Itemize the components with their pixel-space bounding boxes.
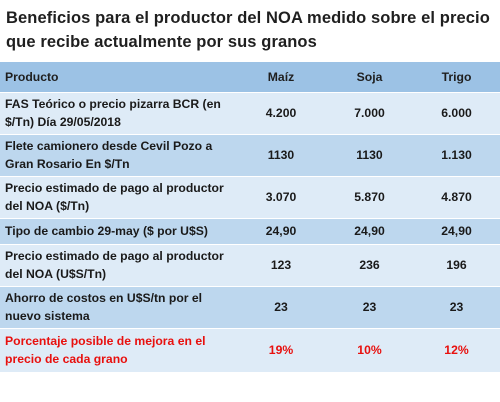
cell-trigo: 196 <box>446 258 467 272</box>
page-title: Beneficios para el productor del NOA med… <box>6 9 490 51</box>
cell-maiz: 24,90 <box>265 224 297 238</box>
benefits-table: Producto Maíz Soja Trigo FAS Teórico o p… <box>0 62 500 372</box>
cell-soja: 24,90 <box>354 224 385 238</box>
table-row: Tipo de cambio 29-may ($ por U$S) 24,90 … <box>0 218 500 244</box>
header-producto: Producto <box>0 62 236 92</box>
row-label: FAS Teórico o precio pizarra BCR (en $/T… <box>5 97 221 129</box>
row-label: Flete camionero desde Cevil Pozo a Gran … <box>5 139 213 171</box>
row-label: Porcentaje posible de mejora en el preci… <box>5 334 206 367</box>
table-row-highlight: Porcentaje posible de mejora en el preci… <box>0 328 500 372</box>
row-label: Precio estimado de pago al productor del… <box>5 249 224 281</box>
header-maiz: Maíz <box>236 62 326 92</box>
cell-soja: 5.870 <box>354 190 385 204</box>
cell-maiz: 1130 <box>267 148 295 162</box>
header-soja: Soja <box>326 62 413 92</box>
row-label: Tipo de cambio 29-may ($ por U$S) <box>5 224 208 238</box>
cell-trigo: 24,90 <box>441 224 472 238</box>
table-row: Precio estimado de pago al productor del… <box>0 176 500 218</box>
cell-soja: 10% <box>357 343 382 358</box>
cell-trigo: 1.130 <box>441 148 472 162</box>
table-row: Precio estimado de pago al productor del… <box>0 244 500 286</box>
table-header-row: Producto Maíz Soja Trigo <box>0 62 500 92</box>
table-row: FAS Teórico o precio pizarra BCR (en $/T… <box>0 92 500 134</box>
cell-maiz: 19% <box>268 343 294 358</box>
cell-soja: 236 <box>359 258 380 272</box>
cell-soja: 23 <box>362 300 377 314</box>
table-row: Flete camionero desde Cevil Pozo a Gran … <box>0 134 500 176</box>
cell-soja: 7.000 <box>354 106 385 120</box>
table-row: Ahorro de costos en U$S/tn por el nuevo … <box>0 286 500 328</box>
cell-maiz: 4.200 <box>265 106 297 120</box>
cell-soja: 1130 <box>356 148 383 162</box>
cell-maiz: 23 <box>274 300 288 314</box>
cell-trigo: 6.000 <box>441 106 472 120</box>
header-trigo: Trigo <box>413 62 500 92</box>
cell-trigo: 12% <box>444 343 469 358</box>
row-label: Precio estimado de pago al productor del… <box>5 181 224 213</box>
cell-trigo: 23 <box>449 300 464 314</box>
cell-maiz: 3.070 <box>265 190 297 204</box>
cell-maiz: 123 <box>270 258 292 272</box>
row-label: Ahorro de costos en U$S/tn por el nuevo … <box>5 291 203 323</box>
cell-trigo: 4.870 <box>441 190 472 204</box>
